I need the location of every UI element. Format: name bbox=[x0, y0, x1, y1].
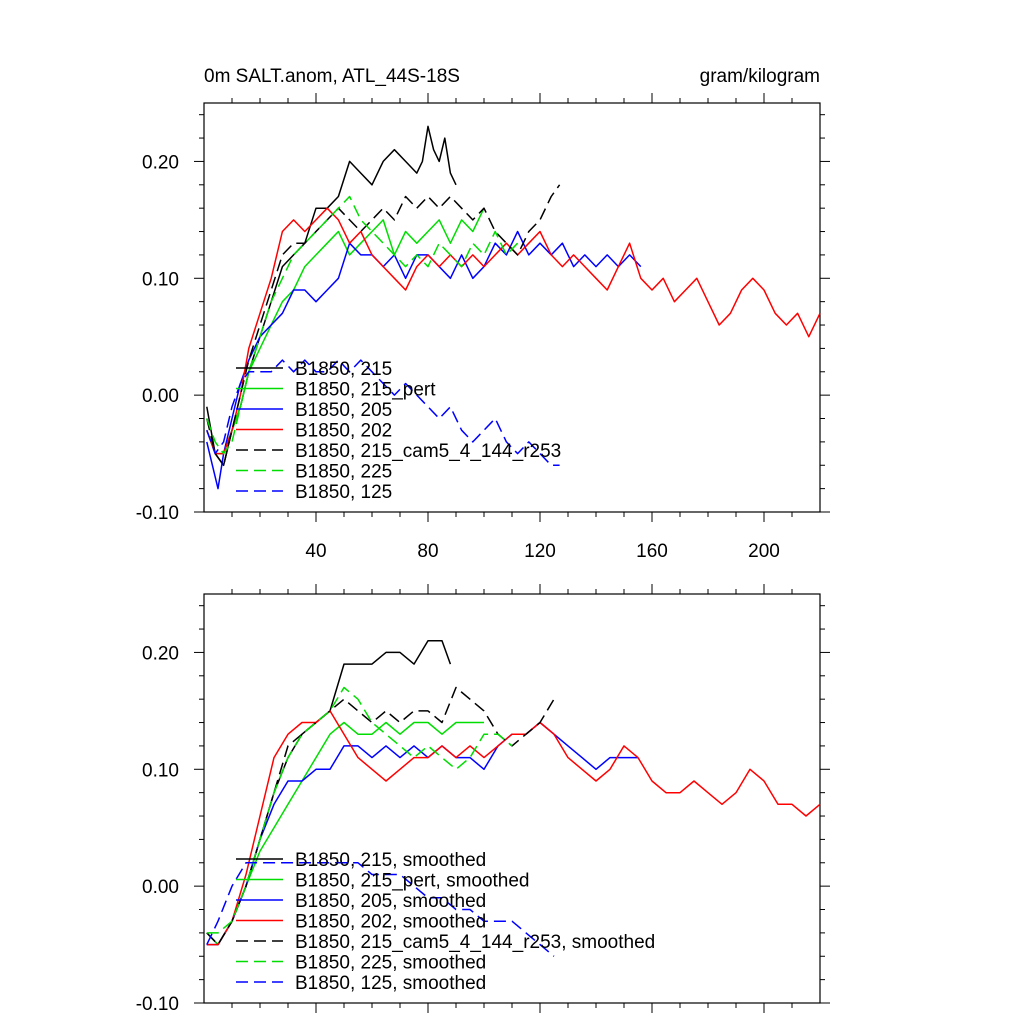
bottom-y-tick-label: 0.10 bbox=[142, 760, 179, 781]
bottom-y-tick-label: 0.20 bbox=[142, 643, 179, 664]
top-x-tick-label: 200 bbox=[748, 541, 780, 562]
bottom-legend-label-4: B1850, 202, smoothed bbox=[295, 912, 486, 933]
top-x-tick-label: 120 bbox=[524, 541, 556, 562]
top-legend-label-7: B1850, 125 bbox=[295, 482, 392, 503]
top-x-tick-label: 40 bbox=[305, 541, 326, 562]
chart-title: 0m SALT.anom, ATL_44S-18S bbox=[204, 66, 460, 87]
top-x-tick-label: 160 bbox=[636, 541, 668, 562]
bottom-legend-label-1: B1850, 215, smoothed bbox=[295, 850, 486, 871]
bottom-legend-label-2: B1850, 215_pert, smoothed bbox=[295, 871, 530, 892]
top-series-line-6 bbox=[206, 195, 519, 455]
top-legend-label-2: B1850, 215_pert bbox=[295, 380, 436, 401]
bottom-series-line-6 bbox=[206, 686, 513, 934]
bottom-legend-label-3: B1850, 205, smoothed bbox=[295, 891, 486, 912]
top-y-tick-label: 0.00 bbox=[142, 386, 179, 407]
top-legend-label-5: B1850, 215_cam5_4_144_r253 bbox=[295, 441, 561, 462]
top-y-tick-label: 0.10 bbox=[142, 269, 179, 290]
bottom-series-line-7 bbox=[206, 862, 555, 957]
top-legend-label-1: B1850, 215 bbox=[295, 359, 392, 380]
bottom-series-line-2 bbox=[206, 721, 484, 946]
bottom-legend-label-7: B1850, 125, smoothed bbox=[295, 973, 486, 994]
top-y-tick-label: 0.20 bbox=[142, 152, 179, 173]
bottom-legend-label-6: B1850, 225, smoothed bbox=[295, 953, 486, 974]
bottom-series-line-4 bbox=[206, 710, 821, 946]
units-label: gram/kilogram bbox=[700, 66, 820, 87]
top-series-line-7 bbox=[206, 359, 560, 467]
top-y-tick-label: -0.10 bbox=[136, 503, 179, 524]
bottom-legend-label-5: B1850, 215_cam5_4_144_r253, smoothed bbox=[295, 932, 655, 953]
top-series-line-3 bbox=[206, 230, 642, 490]
top-legend-label-3: B1850, 205 bbox=[295, 400, 392, 421]
bottom-y-tick-label: 0.00 bbox=[142, 877, 179, 898]
top-panel: 40 80 120 160 200 -0.10 0.00 0.10 0.20 B1850, 215… bbox=[136, 93, 830, 562]
bottom-y-tick-label: -0.10 bbox=[136, 994, 179, 1015]
top-legend-label-4: B1850, 202 bbox=[295, 421, 392, 442]
bottom-series-line-5 bbox=[206, 686, 555, 946]
top-legend-label-6: B1850, 225 bbox=[295, 462, 392, 483]
top-series-line-5 bbox=[206, 184, 561, 467]
top-series-line-4 bbox=[206, 207, 821, 455]
top-x-tick-label: 80 bbox=[417, 541, 438, 562]
